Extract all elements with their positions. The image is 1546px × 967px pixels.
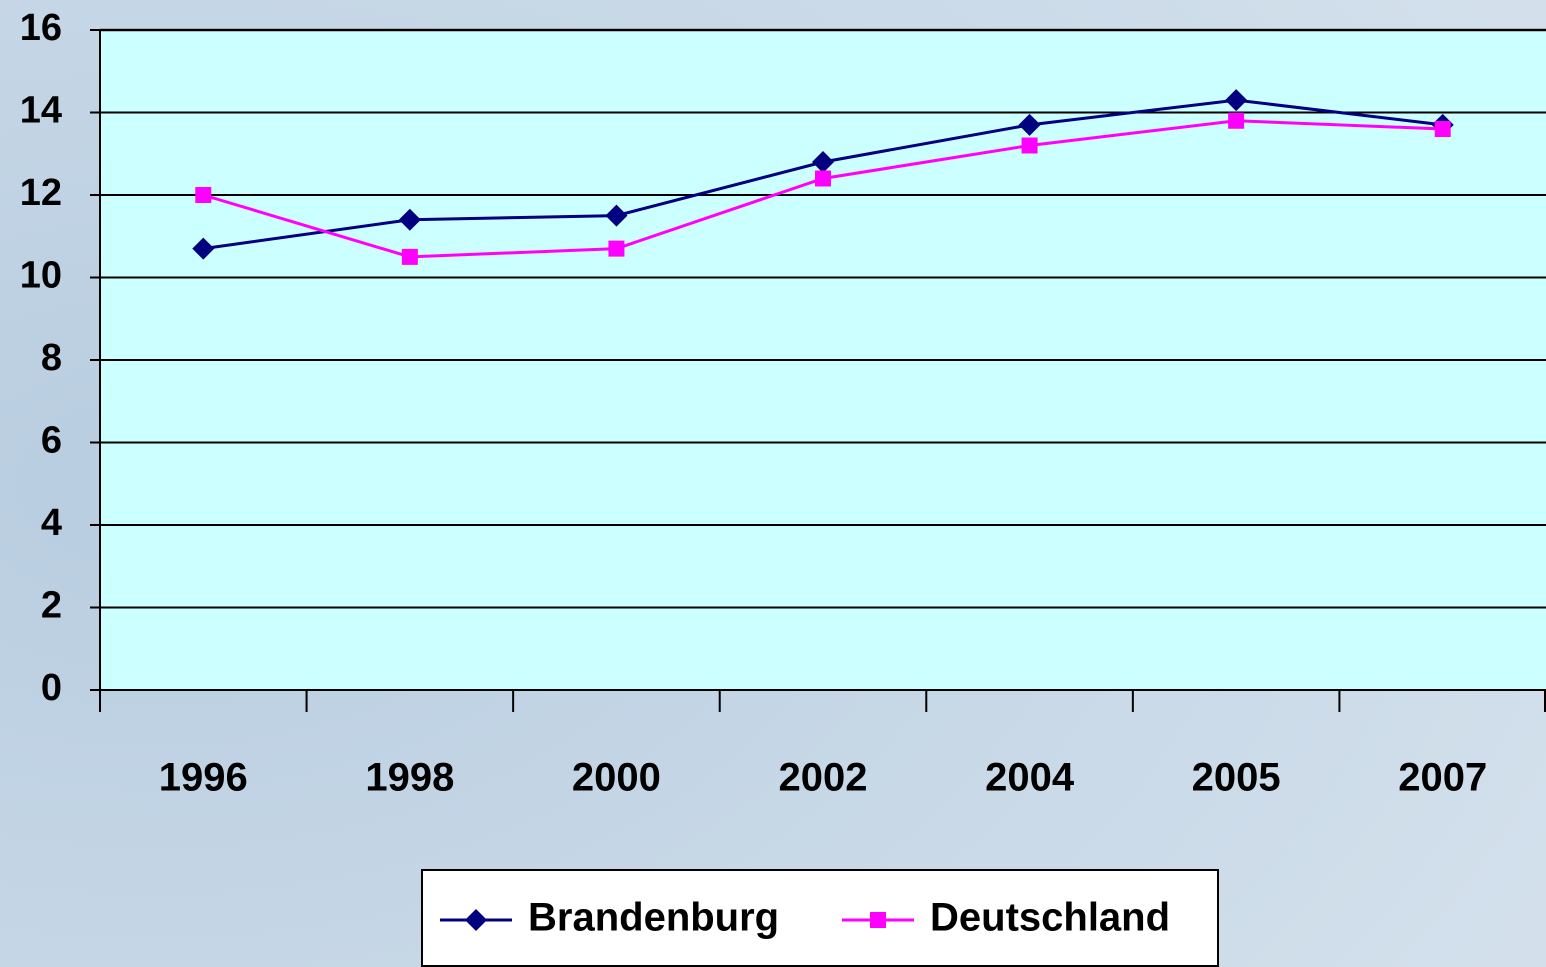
x-tick-label: 2007 <box>1398 756 1487 800</box>
data-point <box>1434 121 1451 137</box>
data-point <box>1018 113 1041 136</box>
y-tick-label: 16 <box>20 7 62 49</box>
y-tick-label: 14 <box>20 90 62 132</box>
data-point <box>1225 89 1248 112</box>
data-point <box>608 240 625 257</box>
x-tick-label: 2004 <box>985 756 1075 800</box>
data-point <box>1228 112 1245 129</box>
legend-label: Deutschland <box>930 896 1170 940</box>
data-point <box>812 151 834 173</box>
legend: Brandenburg Deutschland <box>421 869 1219 967</box>
data-point <box>195 187 212 203</box>
x-tick-label: 1998 <box>365 756 454 800</box>
data-point <box>401 248 418 265</box>
x-tick-label: 2002 <box>779 756 868 800</box>
y-tick-label: 12 <box>20 172 62 214</box>
data-point <box>1021 137 1038 154</box>
data-point <box>192 237 215 260</box>
y-tick-label: 8 <box>41 337 62 379</box>
y-tick-label: 4 <box>41 502 62 544</box>
x-tick-label: 1996 <box>159 756 248 800</box>
x-tick-label: 2005 <box>1192 756 1281 800</box>
y-tick-label: 6 <box>41 420 62 462</box>
data-point <box>605 204 628 227</box>
data-point <box>398 208 421 231</box>
y-tick-label: 2 <box>41 585 62 627</box>
data-point <box>815 170 831 187</box>
legend-box <box>421 869 1219 967</box>
legend-label: Brandenburg <box>528 896 779 940</box>
legend-marker <box>465 909 487 931</box>
y-tick-label: 10 <box>20 255 62 297</box>
y-tick-label: 0 <box>41 667 62 709</box>
x-tick-label: 2000 <box>572 756 661 800</box>
legend-marker <box>870 912 886 928</box>
